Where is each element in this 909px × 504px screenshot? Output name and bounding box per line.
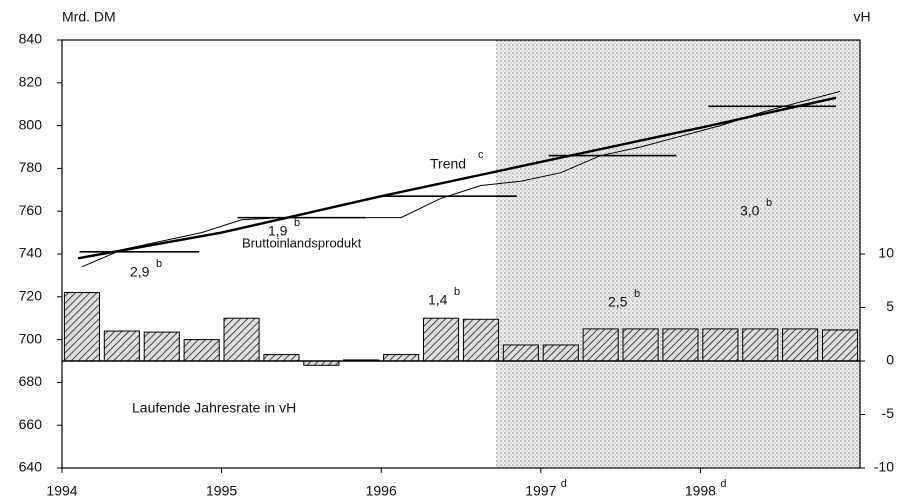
- y2-tick-label: 5: [886, 298, 894, 314]
- y-tick-label: 840: [19, 31, 43, 47]
- bar: [183, 339, 220, 362]
- y2-tick-label: 10: [878, 245, 894, 261]
- y-tick-label: 660: [19, 416, 43, 432]
- y-tick-label: 780: [19, 159, 43, 175]
- y-axis-label: Mrd. DM: [62, 9, 116, 25]
- bar: [502, 344, 539, 362]
- growth-label: 2,5: [608, 294, 628, 310]
- x-tick-label: 1995: [206, 483, 237, 499]
- series-sup: c: [478, 149, 484, 161]
- series-label: Trend: [430, 156, 466, 172]
- growth-label: 1,9: [268, 223, 288, 239]
- bar: [662, 328, 699, 362]
- bar: [143, 331, 180, 362]
- bar: [263, 354, 300, 362]
- y-tick-label: 800: [19, 116, 43, 132]
- growth-sup: b: [294, 217, 300, 229]
- y-tick-label: 820: [19, 74, 43, 90]
- x-tick-sup: d: [720, 478, 726, 490]
- growth-sup: b: [634, 288, 640, 300]
- growth-sup: b: [156, 258, 162, 270]
- bar: [462, 318, 500, 362]
- x-tick-label: 1996: [366, 483, 397, 499]
- growth-label: 3,0: [740, 203, 760, 219]
- growth-sup: b: [766, 197, 772, 209]
- bar: [622, 328, 659, 362]
- bar: [542, 344, 579, 362]
- growth-label: 2,9: [130, 264, 150, 280]
- x-tick-label: 1994: [46, 483, 77, 499]
- bar: [103, 330, 140, 362]
- trend-line: [77, 96, 837, 260]
- series-label: Laufende Jahresrate in vH: [132, 400, 296, 416]
- x-tick-label: 1997: [525, 483, 556, 499]
- bar: [422, 317, 460, 362]
- y2-tick-label: -5: [882, 405, 895, 421]
- x-tick-label: 1998: [685, 483, 716, 499]
- series-label: Bruttoinlandsprodukt: [242, 235, 362, 250]
- x-tick-sup: d: [561, 478, 567, 490]
- bar: [223, 317, 260, 362]
- y-tick-label: 640: [19, 459, 43, 475]
- y2-tick-label: 0: [886, 352, 894, 368]
- growth-label: 1,4: [428, 292, 448, 308]
- bar: [702, 328, 739, 362]
- growth-sup: b: [454, 286, 460, 298]
- y2-axis-label: vH: [853, 9, 870, 25]
- y-tick-label: 680: [19, 373, 43, 389]
- gdp-line: [81, 90, 841, 268]
- bar: [742, 328, 779, 362]
- y-tick-label: 760: [19, 202, 43, 218]
- y-tick-label: 700: [19, 330, 43, 346]
- y-tick-label: 740: [19, 245, 43, 261]
- y-tick-label: 720: [19, 288, 43, 304]
- forecast-area: [496, 40, 860, 468]
- bar: [63, 292, 101, 362]
- bar: [383, 354, 420, 362]
- y2-tick-label: -10: [874, 459, 894, 475]
- bar: [582, 328, 619, 362]
- bar: [821, 329, 859, 362]
- bar: [782, 328, 819, 362]
